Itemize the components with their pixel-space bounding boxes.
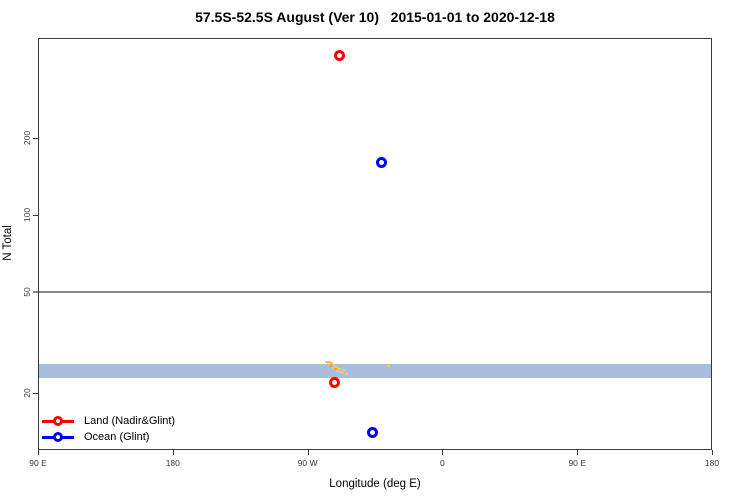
y-tick-label: 50	[22, 286, 32, 297]
land-circle-swatch	[53, 416, 63, 426]
y-tick-label: 20	[22, 388, 32, 399]
x-tick-mark	[712, 450, 713, 455]
x-tick-mark	[442, 450, 444, 455]
legend-item-ocean: Ocean (Glint)	[42, 429, 175, 445]
ocean-marker-icon	[42, 431, 74, 443]
speckle-mark	[339, 370, 342, 373]
speckle-mark	[342, 369, 346, 372]
speckle-mark	[330, 362, 334, 365]
x-axis-title: Longitude (deg E)	[329, 478, 421, 490]
x-tick-label: 180	[704, 458, 720, 468]
x-tick-mark	[172, 450, 174, 455]
speckle-mark	[325, 361, 329, 364]
plot-area-border	[38, 38, 712, 450]
speckle-mark	[329, 364, 333, 367]
data-point-ocean	[366, 427, 378, 439]
speckle-mark	[335, 366, 339, 369]
legend: Land (Nadir&Glint) Ocean (Glint)	[42, 413, 175, 445]
data-point-ocean	[375, 156, 387, 168]
speckle-mark	[336, 369, 340, 372]
reference-band	[38, 364, 712, 378]
legend-label-land: Land (Nadir&Glint)	[84, 415, 176, 427]
x-tick-label: 0	[440, 458, 445, 468]
x-tick-mark	[38, 450, 39, 455]
speckle-mark	[326, 363, 330, 366]
speckle-mark	[340, 372, 344, 374]
y-tick-mark	[33, 214, 38, 216]
x-tick-label: 90 E	[29, 458, 47, 468]
x-tick-label: 90 W	[297, 458, 318, 468]
chart-title: 57.5S-52.5S August (Ver 10) 2015-01-01 t…	[195, 9, 555, 25]
speckle-mark	[337, 367, 341, 370]
x-tick-label: 90 E	[568, 458, 586, 468]
legend-item-land: Land (Nadir&Glint)	[42, 413, 175, 429]
x-tick-mark	[577, 450, 579, 455]
data-point-land	[329, 377, 341, 389]
reference-line	[33, 290, 712, 293]
x-tick-label: 180	[165, 458, 180, 468]
speckle-mark	[327, 360, 331, 363]
y-tick-mark	[33, 393, 38, 395]
speckle-mark	[333, 368, 337, 371]
legend-label-ocean: Ocean (Glint)	[84, 431, 150, 443]
speckle-mark	[332, 364, 336, 366]
speckle-mark	[387, 365, 391, 368]
data-point-land	[333, 49, 345, 61]
y-axis-title: N Total	[2, 225, 14, 261]
ocean-circle-swatch	[53, 432, 63, 442]
y-tick-label: 100	[22, 207, 32, 222]
speckle-mark	[331, 366, 335, 369]
y-tick-label: 200	[22, 130, 32, 145]
x-tick-mark	[307, 450, 309, 455]
y-tick-mark	[33, 137, 38, 139]
land-marker-icon	[42, 415, 74, 427]
speckle-mark	[344, 372, 348, 375]
